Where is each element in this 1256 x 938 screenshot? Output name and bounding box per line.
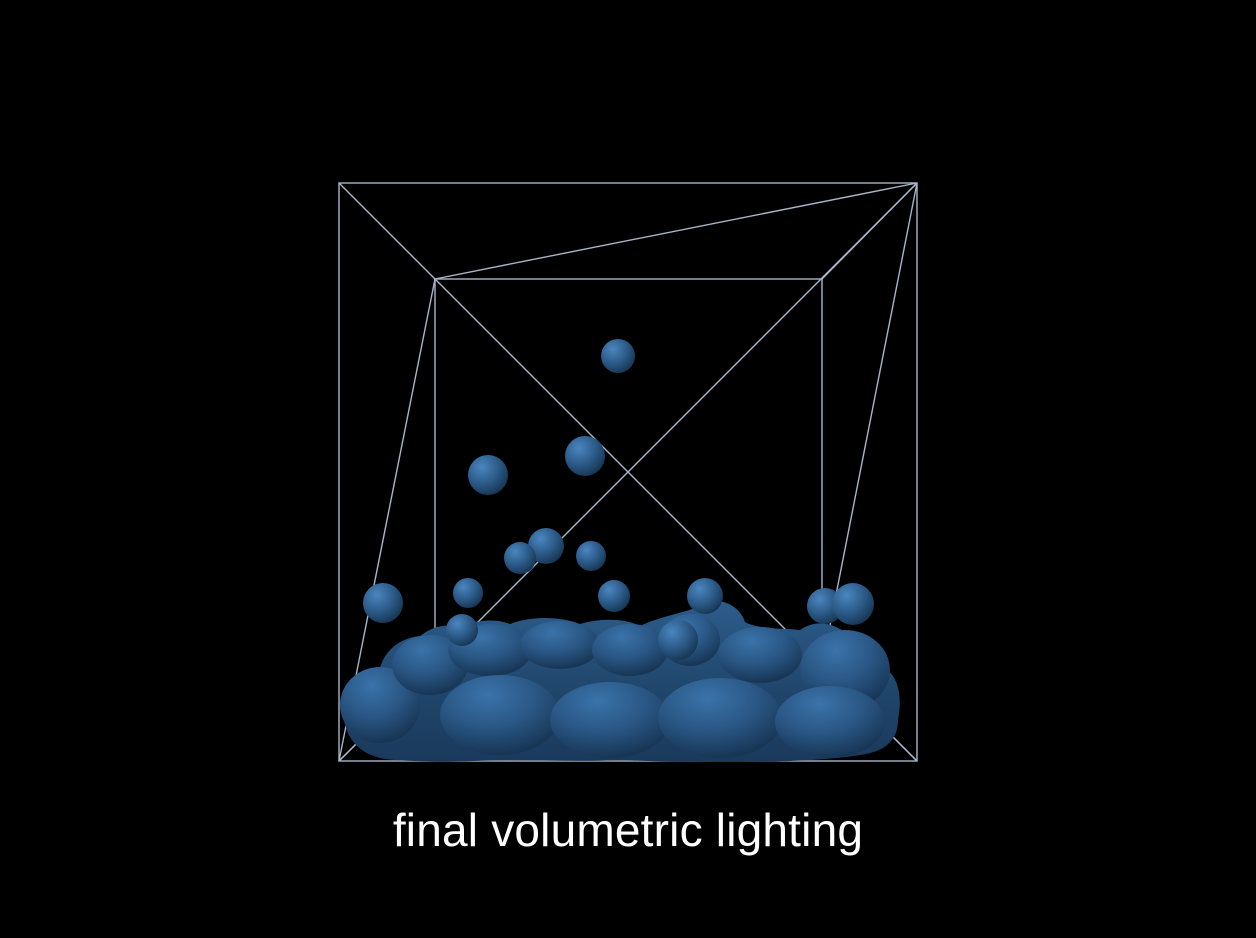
pool-droplet bbox=[658, 620, 698, 660]
pool-droplet bbox=[832, 583, 874, 625]
pool-bump bbox=[550, 682, 670, 758]
particle bbox=[468, 455, 508, 495]
particle bbox=[453, 578, 483, 608]
fluid-particles bbox=[363, 339, 635, 623]
front-face bbox=[338, 182, 918, 762]
particle bbox=[576, 541, 606, 571]
pool-bump bbox=[718, 627, 802, 683]
edge bbox=[338, 182, 436, 280]
pool-bump bbox=[340, 667, 420, 743]
pool-bump bbox=[775, 686, 885, 758]
particle bbox=[601, 339, 635, 373]
particle bbox=[565, 436, 605, 476]
particle bbox=[504, 542, 536, 574]
pool-droplet bbox=[446, 614, 478, 646]
fluid-pool bbox=[340, 578, 900, 762]
particle bbox=[598, 580, 630, 612]
pool-bump bbox=[658, 678, 782, 758]
particle bbox=[363, 583, 403, 623]
pool-bump bbox=[520, 621, 600, 669]
pool-droplet bbox=[687, 578, 723, 614]
pool-bump bbox=[440, 675, 560, 755]
caption-label: final volumetric lighting bbox=[392, 804, 864, 856]
pool-bump bbox=[592, 624, 668, 676]
particle bbox=[528, 528, 564, 564]
diagonal bbox=[434, 182, 918, 280]
diagonal bbox=[821, 182, 918, 667]
